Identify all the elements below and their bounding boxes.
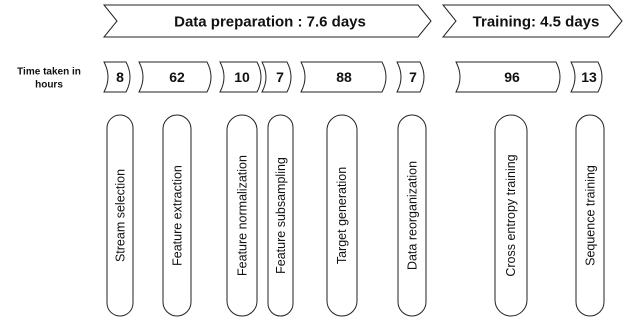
step-target-generation-box [326,114,358,317]
step-stream-selection-box [106,114,134,317]
time-row-label-line2: hours [35,80,63,91]
phase-training-label: Training: 4.5 days [473,14,600,31]
hours-step-2: 62 [138,61,212,93]
step-feature-subsampling: Feature subsampling [267,114,294,317]
step-feature-subsampling-label: Feature subsampling [274,157,288,274]
phase-training: Training: 4.5 days [441,4,623,38]
phase-data-preparation-label: Data preparation : 7.6 days [174,14,366,31]
time-row-label-line1: Time taken in [17,67,81,78]
step-feature-extraction-label: Feature extraction [171,165,185,266]
step-sequence-training: Sequence training [575,114,605,317]
step-stream-selection: Stream selection [106,114,134,317]
step-target-generation: Target generation [326,114,358,317]
step-sequence-training-box [575,114,605,317]
hours-step-6-arrow [396,61,425,93]
hours-step-4: 7 [261,61,292,93]
step-data-reorganization-box [397,114,427,317]
hours-step-6-value: 7 [409,69,417,85]
hours-step-5-arrow [300,61,387,93]
hours-step-6: 7 [396,61,425,93]
phase-data-preparation-arrow [102,4,432,38]
step-feature-subsampling-box [267,114,294,317]
step-cross-entropy-training-label: Cross entropy training [504,154,518,276]
step-stream-selection-label: Stream selection [114,169,128,262]
step-data-reorganization: Data reorganization [397,114,427,317]
hours-step-5: 88 [300,61,387,93]
step-sequence-training-label: Sequence training [584,165,598,266]
hours-step-2-value: 62 [169,69,185,85]
hours-step-3-arrow [219,61,262,93]
step-feature-normalization-label: Feature normalization [236,155,250,276]
hours-step-7: 96 [455,61,561,93]
hours-step-8-value: 13 [581,69,597,85]
step-cross-entropy-training: Cross entropy training [494,114,528,317]
step-cross-entropy-training-box [494,114,528,317]
hours-step-1-value: 8 [116,69,124,85]
hours-step-4-value: 7 [276,69,284,85]
step-data-reorganization-label: Data reorganization [406,161,420,270]
hours-step-3: 10 [219,61,262,93]
hours-step-7-value: 96 [504,69,520,85]
hours-step-7-arrow [455,61,561,93]
hours-step-8: 13 [570,61,603,93]
step-feature-normalization: Feature normalization [226,114,258,317]
hours-step-1: 8 [103,61,131,93]
phase-training-arrow [441,4,623,38]
step-feature-normalization-box [226,114,258,317]
hours-step-4-arrow [261,61,292,93]
hours-step-3-value: 10 [234,69,250,85]
hours-step-5-value: 88 [336,69,352,85]
hours-step-8-arrow [570,61,603,93]
hours-step-2-arrow [138,61,212,93]
phase-data-preparation: Data preparation : 7.6 days [102,4,432,38]
step-target-generation-label: Target generation [335,167,349,264]
step-feature-extraction-box [162,114,192,317]
step-feature-extraction: Feature extraction [162,114,192,317]
hours-step-1-arrow [103,61,131,93]
